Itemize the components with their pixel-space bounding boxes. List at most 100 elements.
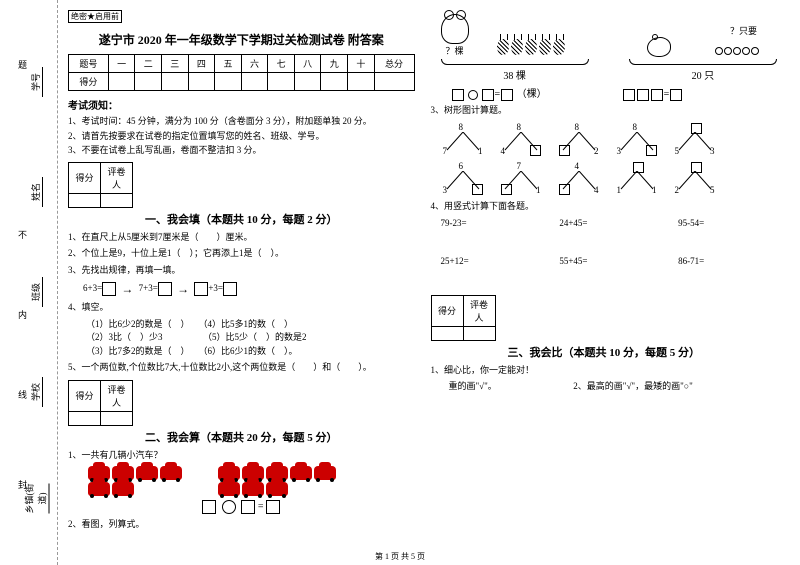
answer-box[interactable] [691,162,702,173]
tree-top: 4 [575,161,580,171]
question: 2、个位上是9，十位上是1（ ）；它再添上1是（ ）。 [68,247,415,261]
tree-diagram: 83 [615,122,659,156]
car-group-left [88,466,188,496]
grader-label: 评卷人 [463,295,495,326]
chick-icon [724,47,732,55]
unit-label: （棵） [517,89,547,100]
car-icon [136,466,158,480]
tree-right: 2 [594,146,599,156]
question: 3、先找出规律，再填一填。 [68,264,415,278]
th: 总分 [374,55,414,73]
answer-box[interactable] [633,162,644,173]
binding-mark: 封 [16,480,29,489]
tree-left: 1 [617,185,622,195]
th: 五 [215,55,242,73]
table-row: 得分 [69,73,415,91]
figure-row: ？棵 38 棵 ？只要 20 只 [441,14,778,82]
answer-box[interactable] [637,89,649,101]
answer-box[interactable] [158,282,172,296]
cars-figure [88,466,415,496]
tree-right: 1 [478,146,483,156]
answer-box[interactable] [530,145,541,156]
tree-diagram: 53 [673,122,717,156]
figure-right: ？只要 20 只 [629,24,777,82]
answer-box[interactable] [501,184,512,195]
binding-label: 学校 [29,377,43,407]
answer-box[interactable] [452,89,464,101]
answer-box[interactable] [670,89,682,101]
calc-item: 25+12= [441,256,540,266]
answer-box[interactable] [194,282,208,296]
tree-top [691,122,702,133]
answer-box[interactable] [102,282,116,296]
pineapple-group [497,39,565,55]
binding-label: 姓名 [29,177,43,207]
answer-box[interactable] [202,500,216,514]
tree-diagram: 82 [557,122,601,156]
arrow-icon: → [121,280,133,298]
question: 3、树形图计算题。 [431,104,778,118]
figure-left: ？棵 38 棵 [441,14,589,82]
tree-top: 8 [633,122,638,132]
tree-top [691,161,702,172]
calc-item: 95-54= [678,218,777,228]
answer-box[interactable] [651,89,663,101]
th: 六 [241,55,268,73]
answer-box[interactable] [266,500,280,514]
pineapple-icon [511,39,523,55]
car-icon [290,466,312,480]
brace-icon [629,59,777,65]
binding-mark: 不 [16,230,29,239]
tree-top: 7 [517,161,522,171]
tree-left: 4 [501,146,506,156]
question: 5、一个两位数,个位数比7大,十位数比2小,这个两位数是（ ）和（ ）。 [68,361,415,375]
tree-left: 7 [443,146,448,156]
binding-mark: 线 [16,390,29,399]
answer-box[interactable] [223,282,237,296]
answer-box[interactable] [482,89,494,101]
score-label: 得分 [69,380,101,411]
page: 绝密★启用前 遂宁市 2020 年一年级数学下学期过关检测试卷 附答案 题号 一… [0,0,800,565]
score-label: 得分 [69,162,101,193]
rule-text: 1、考试时间：45 分钟，满分为 100 分（含卷面分 3 分），附加题单独 2… [68,115,415,128]
car-icon [266,482,288,496]
tree-diagram: 11 [615,161,659,195]
answer-box[interactable] [472,184,483,195]
tree-row: 87184828353 [441,122,778,156]
tree-diagram: 71 [499,161,543,195]
answer-box[interactable] [501,89,513,101]
answer-box[interactable] [241,500,255,514]
operator-box[interactable] [468,90,478,100]
tree-top: 8 [517,122,522,132]
operator-box[interactable] [222,500,236,514]
tree-right: 1 [536,185,541,195]
th: 十 [348,55,375,73]
tree-diagram: 871 [441,122,485,156]
th: 题号 [69,55,109,73]
chick-icon [715,47,723,55]
rules-heading: 考试须知： [68,97,415,112]
tree-left: 2 [675,185,680,195]
figure-label: 38 棵 [441,67,589,82]
table-row: 题号 一 二 三 四 五 六 七 八 九 十 总分 [69,55,415,73]
tree-left: 3 [443,185,448,195]
answer-box[interactable] [691,123,702,134]
car-icon [160,466,182,480]
answer-box[interactable] [559,145,570,156]
chick-icon [742,47,750,55]
calc-grid: 79-23= 24+45= 95-54= [441,218,778,228]
question: 1、一共有几辆小汽车？ [68,449,415,463]
part2-title: 二、我会算（本题共 20 分，每题 5 分） [68,429,415,445]
tree-diagram: 25 [673,161,717,195]
tree-right: 1 [652,185,657,195]
tree-row: 6371441125 [441,161,778,195]
sub-question: （2）3比（ ）少3 （5）比5少（ ）的数是2 [68,331,415,345]
answer-box[interactable] [646,145,657,156]
page-footer: 第 1 页 共 5 页 [0,551,800,562]
eq-text: 6+3= [83,283,102,293]
answer-box[interactable] [623,89,635,101]
tree-top: 8 [575,122,580,132]
th: 八 [294,55,321,73]
answer-box[interactable] [559,184,570,195]
pineapple-icon [525,39,537,55]
